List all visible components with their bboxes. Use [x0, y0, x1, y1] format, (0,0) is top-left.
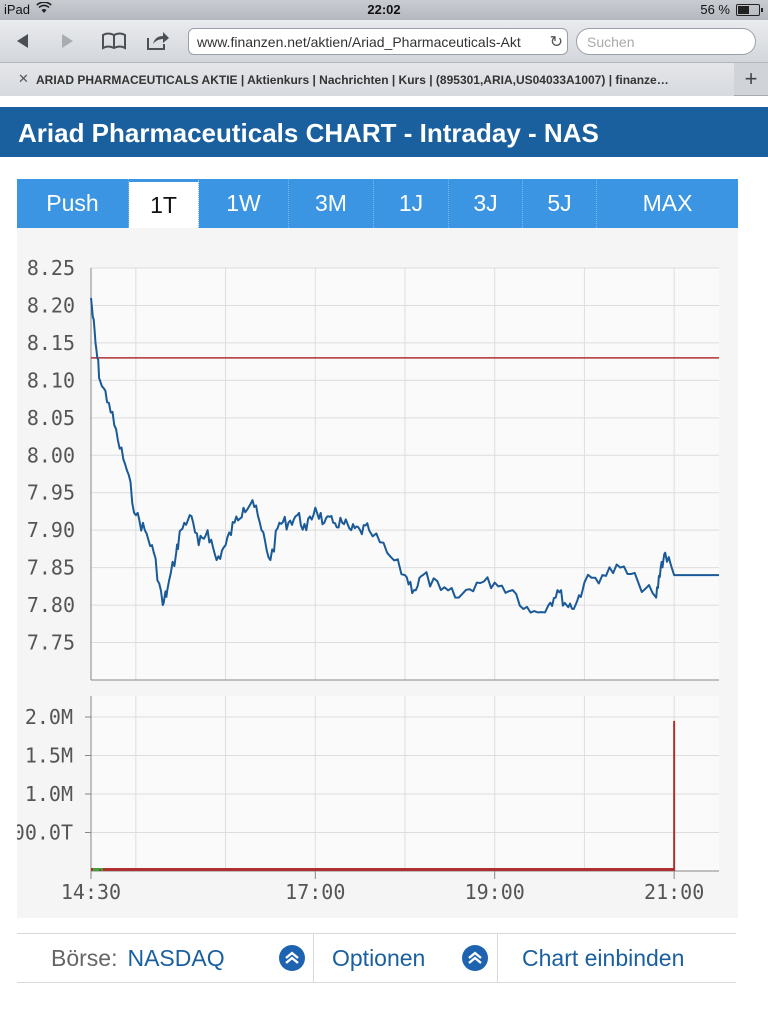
price-line [90, 297, 719, 614]
chart-area: 8.25 8.20 8.15 8.10 8.05 8.00 7.95 7.90 7.85 7.80… [17, 228, 738, 918]
price-tick-label: 8.20 [27, 293, 75, 317]
time-axis: 14:30 17:00 19:00 21:00 [61, 871, 704, 904]
clock: 22:02 [367, 2, 401, 17]
chart-footer: Börse: NASDAQ Optionen Chart einbinden [17, 933, 736, 983]
exchange-value: NASDAQ [127, 944, 225, 971]
price-tick-label: 7.75 [27, 631, 75, 655]
time-tick-label: 21:00 [644, 880, 704, 904]
price-tick-label: 8.15 [27, 331, 75, 355]
chevron-up-icon[interactable] [462, 945, 488, 971]
page-title: Ariad Pharmaceuticals CHART - Intraday -… [0, 107, 768, 157]
volume-grid [90, 696, 719, 872]
volume-y-axis: 2.0M 1.5M 1.0M 00.0T [17, 705, 91, 845]
volume-tick-label: 00.0T [17, 821, 73, 845]
tab-bar: ✕ ARIAD PHARMACEUTICALS AKTIE | Aktienku… [0, 62, 768, 96]
browser-toolbar: www.finanzen.net/aktien/Ariad_Pharmaceut… [0, 20, 768, 62]
search-input[interactable]: Suchen [576, 28, 756, 55]
price-tick-label: 8.25 [27, 256, 75, 280]
tab-title: ARIAD PHARMACEUTICALS AKTIE | Aktienkurs… [36, 73, 669, 87]
volume-tick-label: 2.0M [25, 705, 73, 729]
price-tick-label: 7.80 [27, 593, 75, 617]
wifi-icon [36, 1, 52, 17]
period-tabs: Push 1T 1W 3M 1J 3J 5J MAX [17, 179, 738, 228]
url-field[interactable]: www.finanzen.net/aktien/Ariad_Pharmaceut… [188, 28, 568, 55]
price-tick-label: 8.00 [27, 443, 75, 467]
plus-icon[interactable]: + [744, 66, 758, 91]
price-tick-label: 7.85 [27, 556, 75, 580]
volume-bars [91, 720, 676, 871]
volume-tick-label: 1.5M [25, 744, 73, 768]
exchange-selector[interactable]: Börse: NASDAQ [17, 934, 314, 982]
bookmarks-icon[interactable] [100, 28, 128, 54]
embed-label: Chart einbinden [522, 944, 685, 971]
price-tick-label: 8.10 [27, 368, 75, 392]
options-menu[interactable]: Optionen [314, 934, 498, 982]
tab-5j[interactable]: 5J [523, 179, 597, 228]
share-icon[interactable] [144, 28, 172, 54]
chevron-up-icon[interactable] [279, 945, 305, 971]
device-label: iPad [4, 2, 31, 17]
embed-chart-link[interactable]: Chart einbinden [498, 934, 736, 982]
options-label: Optionen [332, 944, 426, 971]
price-tick-label: 7.90 [27, 518, 75, 542]
browser-tab[interactable]: ✕ ARIAD PHARMACEUTICALS AKTIE | Aktienku… [0, 63, 734, 96]
time-tick-label: 17:00 [285, 880, 345, 904]
reload-icon[interactable]: ↻ [549, 34, 563, 51]
search-placeholder: Suchen [587, 34, 635, 50]
volume-tick-label: 1.0M [25, 782, 73, 806]
price-y-axis: 8.25 8.20 8.15 8.10 8.05 8.00 7.95 7.90 7.85 7.80… [27, 256, 75, 655]
price-tick-label: 8.05 [27, 406, 75, 430]
time-tick-label: 19:00 [465, 880, 525, 904]
tab-3m[interactable]: 3M [289, 179, 374, 228]
tab-push[interactable]: Push [17, 179, 129, 228]
close-icon[interactable]: ✕ [18, 71, 29, 86]
tab-1t[interactable]: 1T [129, 179, 199, 228]
battery-icon [736, 3, 763, 16]
time-tick-label: 14:30 [61, 880, 121, 904]
exchange-label: Börse: [51, 944, 118, 971]
tab-3j[interactable]: 3J [449, 179, 523, 228]
status-bar: iPad 22:02 56 % [0, 0, 768, 20]
url-text: www.finanzen.net/aktien/Ariad_Pharmaceut… [197, 34, 521, 50]
tab-1j[interactable]: 1J [374, 179, 449, 228]
tab-1w[interactable]: 1W [199, 179, 289, 228]
back-icon[interactable] [8, 28, 36, 54]
price-volume-chart: 8.25 8.20 8.15 8.10 8.05 8.00 7.95 7.90 7.85 7.80… [17, 256, 719, 904]
price-tick-label: 7.95 [27, 481, 75, 505]
tab-max[interactable]: MAX [642, 190, 693, 216]
battery-percent: 56 % [700, 2, 730, 17]
forward-icon[interactable] [54, 28, 82, 54]
price-grid [90, 267, 719, 681]
